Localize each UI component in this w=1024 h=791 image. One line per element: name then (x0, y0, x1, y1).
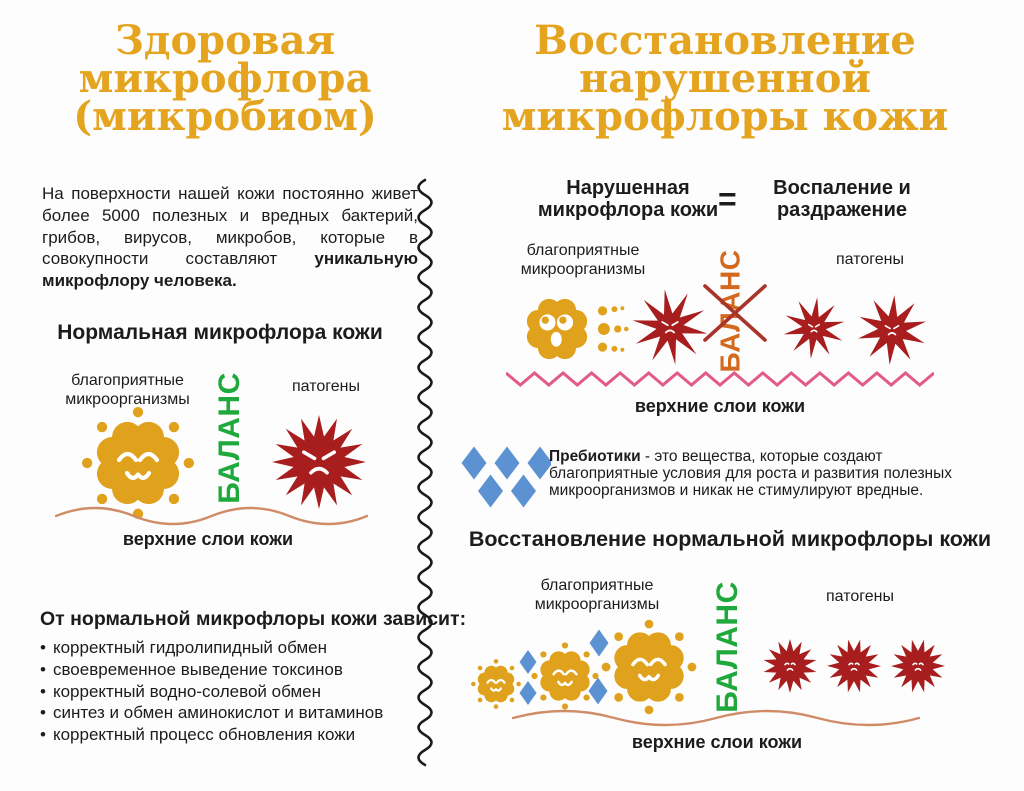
bullet-marker: • (40, 638, 46, 657)
list-item: • корректный процесс обновления кожи (40, 724, 415, 746)
happy-microbe-icon (471, 659, 521, 709)
restore-heading: Восстановление нормальной микрофлоры кож… (468, 527, 992, 551)
normal-microflora-heading: Нормальная микрофлора кожи (57, 321, 383, 344)
prebiotics-paragraph: Пребиотики - это вещества, которые созда… (549, 448, 964, 499)
beneficial-microbes-label: благоприятные микроорганизмы (65, 372, 190, 409)
scared-microbe-icon (526, 298, 629, 360)
bullet-marker: • (40, 703, 46, 723)
disturbed-microflora-label: Нарушенная микрофлора кожи (537, 177, 719, 222)
beneficial-microbes-label: благоприятные микроорганизмы (520, 242, 646, 279)
irritated-skin-zigzag-line (506, 371, 934, 387)
restored-balance-label: БАЛАНС (700, 581, 756, 713)
list-item-text: синтез и обмен аминокислот и витаминов (52, 703, 384, 723)
happy-microbe-icon (81, 406, 195, 520)
happy-microbe-icon (531, 642, 599, 710)
skin-layers-label: верхние слои кожи (634, 396, 806, 416)
prebiotics-definition: - это вещества, которые создают благопри… (549, 448, 952, 499)
wavy-divider-line (417, 178, 433, 767)
blue-diamond-icon (519, 650, 537, 705)
balance-label: БАЛАНС (202, 372, 258, 504)
inflammation-label: Воспаление и раздражение (773, 177, 911, 222)
intro-regular-text: На поверхности нашей кожи постоянно живе… (42, 184, 418, 269)
prebiotics-term: Пребиотики (549, 448, 641, 465)
pathogens-label: патогены (292, 378, 360, 395)
list-item: • синтез и обмен аминокислот и витаминов (40, 702, 415, 724)
bullet-marker: • (40, 681, 46, 701)
bullet-marker: • (40, 659, 46, 679)
sad-pathogen-icon (827, 639, 881, 693)
skin-layers-label: верхние слои кожи (122, 529, 294, 549)
list-item-text: корректный процесс обновления кожи (52, 725, 356, 745)
list-item-text: корректный гидролипидный обмен (52, 638, 328, 657)
skin-layers-label: верхние слои кожи (631, 732, 803, 752)
sad-pathogen-icon (891, 639, 945, 693)
list-item: • корректный водно-солевой обмен (40, 681, 415, 703)
beneficial-microbes-label: благоприятные микроорганизмы (534, 577, 660, 614)
angry-pathogen-icon (272, 415, 366, 509)
list-item: • корректный гидролипидный обмен (40, 637, 415, 659)
depends-heading: От нормальной микрофлоры кожи зависит: (40, 608, 467, 630)
intro-paragraph: На поверхности нашей кожи постоянно живе… (42, 183, 418, 292)
happy-microbe-icon (601, 619, 697, 715)
list-item-text: своевременное выведение токсинов (52, 659, 343, 679)
angry-pathogen-icon (783, 297, 845, 359)
depends-list: • корректный гидролипидный обмен • своевре… (40, 637, 415, 746)
list-item: • своевременное выведение токсинов (40, 659, 415, 681)
balance-text: БАЛАНС (711, 581, 744, 713)
skin-wave-line (512, 709, 921, 727)
balance-text: БАЛАНС (213, 372, 246, 504)
pathogens-label: патогены (836, 251, 904, 268)
angry-pathogen-icon (632, 289, 708, 365)
skin-wave-line (55, 506, 369, 526)
right-column-title: Восстановление нарушенной микрофлоры кож… (501, 17, 949, 140)
list-item-text: корректный водно-солевой обмен (52, 681, 321, 701)
equals-sign: = (718, 181, 737, 217)
bullet-marker: • (40, 725, 46, 745)
blue-diamond-icon (588, 629, 609, 705)
angry-pathogen-icon (858, 295, 926, 365)
intro-bold-text: уникальную микрофлору человека. (42, 249, 418, 290)
left-column-title: Здоровая микрофлора (микробиом) (73, 17, 377, 140)
cross-out-icon (703, 284, 767, 342)
pathogens-label: патогены (826, 588, 894, 605)
sad-pathogen-icon (763, 639, 817, 693)
prebiotic-diamonds-icon (461, 446, 551, 508)
